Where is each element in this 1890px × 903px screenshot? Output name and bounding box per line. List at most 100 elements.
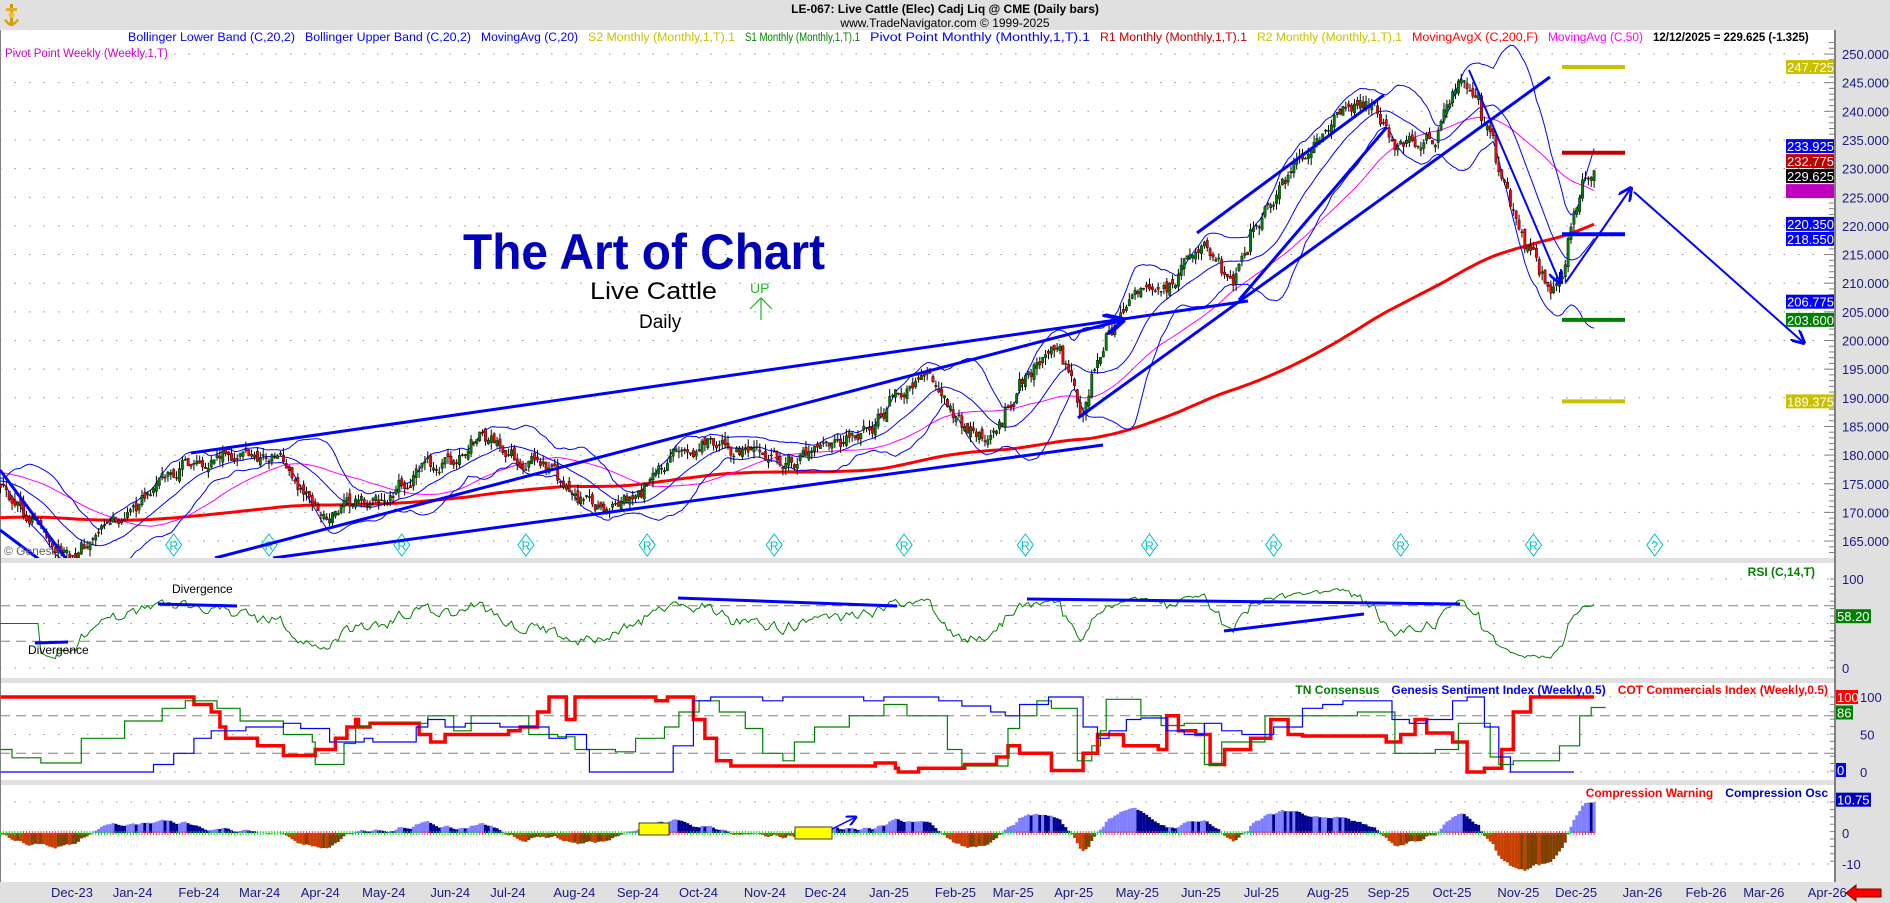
candle-body [570, 493, 574, 495]
candle [290, 467, 294, 481]
candle-body [691, 450, 695, 458]
candle [784, 456, 788, 475]
candle [1413, 131, 1417, 149]
compression-osc-bar [1090, 833, 1094, 842]
divergence-line [34, 640, 69, 645]
compression-osc-bar [224, 828, 228, 833]
candle-body [902, 394, 906, 398]
compression-osc-bar [1583, 803, 1587, 833]
candle-body [1425, 134, 1429, 141]
candle [261, 448, 265, 461]
candle-body [798, 454, 802, 461]
compression-osc-bar [325, 833, 329, 849]
candle [853, 434, 857, 441]
candle-body [1223, 271, 1226, 276]
candle [588, 489, 591, 502]
candle [931, 374, 935, 383]
candle [966, 422, 970, 434]
candle-body [625, 495, 629, 502]
compression-osc-bar [322, 833, 326, 848]
compression-osc-bar [406, 828, 410, 833]
candle [108, 517, 112, 526]
candle-body [795, 464, 799, 469]
copyright: www.TradeNavigator.com © 1999-2025 [839, 16, 1049, 30]
candle [758, 443, 762, 458]
candle [1347, 100, 1351, 112]
compression-osc-bar [449, 827, 453, 833]
candle-body [616, 501, 620, 507]
marker-label: R [643, 539, 652, 553]
candle [585, 494, 588, 499]
candle [1041, 356, 1045, 369]
candle [717, 440, 721, 452]
candle [504, 450, 508, 463]
candle [7, 490, 11, 502]
compression-osc-bar [403, 827, 407, 833]
candle-body [1133, 289, 1137, 295]
candle-body [1454, 89, 1457, 95]
compression-osc-bar [414, 824, 418, 833]
candle [905, 385, 909, 404]
compression-osc-bar [1303, 815, 1307, 833]
legend-genesis-sentiment: Genesis Sentiment Index (Weekly,0.5) [1391, 683, 1605, 697]
candle-body [4, 486, 8, 491]
candle [481, 429, 485, 437]
compression-osc-bar [1237, 833, 1241, 838]
candle-body [957, 414, 961, 416]
candle [562, 476, 565, 490]
candle [686, 444, 689, 460]
date-axis-label: Jan-26 [1623, 885, 1663, 900]
compression-osc-bar [1592, 802, 1596, 833]
marker-label: R [169, 539, 178, 553]
candle-body [562, 480, 565, 488]
projection-arrow [1468, 69, 1560, 283]
candle-body [143, 491, 147, 499]
candle [71, 554, 75, 558]
compression-osc-bar [1006, 827, 1010, 833]
candle [423, 455, 427, 471]
compression-osc-bar [966, 833, 970, 848]
candle-body [449, 456, 453, 465]
candle-body [865, 427, 868, 429]
date-axis-label: Oct-24 [679, 885, 718, 900]
candle [25, 510, 28, 523]
candle [189, 463, 193, 470]
reversal-marker: R [1392, 533, 1410, 557]
candle [637, 490, 640, 500]
compression-osc-bar [1156, 823, 1160, 833]
legend-item: S1 Monthly (Monthly,1,T).1 [745, 32, 860, 44]
candle-body [357, 499, 360, 503]
compression-osc-bar [452, 828, 456, 833]
compression-osc-bar [611, 833, 615, 839]
sentiment-axis-label: 0 [1860, 765, 1867, 780]
scroll-right-arrow-icon[interactable] [1845, 883, 1882, 903]
compression-osc-bar [1078, 833, 1082, 849]
compression-osc-bar [1179, 824, 1183, 833]
compression-osc-bar [1231, 833, 1235, 842]
compression-osc-bar [1555, 833, 1559, 856]
candle [977, 431, 981, 444]
candle-body [1405, 139, 1408, 144]
candle [270, 453, 274, 466]
candle [97, 528, 101, 537]
candle-body [1448, 103, 1452, 108]
compression-osc-bar [969, 833, 973, 847]
candle-body [810, 450, 814, 453]
candle [963, 423, 967, 433]
candle-body [1413, 138, 1417, 147]
candle-body [1393, 139, 1397, 150]
candle [986, 435, 990, 448]
candle-body [969, 426, 972, 438]
candle-body [1416, 145, 1420, 148]
candle [844, 429, 848, 448]
candle [77, 551, 80, 558]
candle [339, 504, 343, 515]
compression-osc-bar [1064, 827, 1068, 833]
candle-body [1228, 276, 1232, 279]
candle [1174, 284, 1177, 290]
compression-osc-bar [867, 828, 871, 833]
candle-body [931, 376, 935, 382]
compression-osc-bar [19, 833, 23, 842]
candle [475, 439, 479, 447]
candle [997, 418, 1001, 435]
